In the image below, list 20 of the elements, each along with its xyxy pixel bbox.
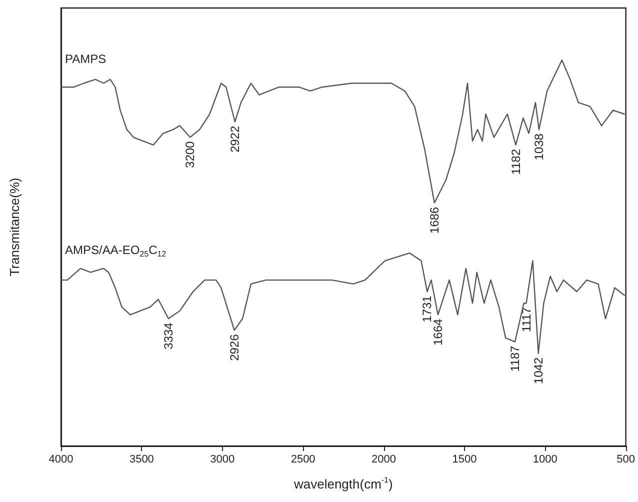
annotation: 1187 xyxy=(508,345,522,372)
annotation: 1686 xyxy=(427,206,442,234)
x-tick-label: 2000 xyxy=(372,454,396,466)
x-tick-label: 1000 xyxy=(532,454,558,466)
x-tick-label: 2500 xyxy=(290,454,316,466)
x-tick-label: 4000 xyxy=(48,454,74,466)
annotation: 2922 xyxy=(228,126,242,153)
annotation: 3334 xyxy=(161,322,176,350)
annotation: 1117 xyxy=(519,306,534,332)
x-tick-label: 500 xyxy=(616,454,636,466)
annotation: 2926 xyxy=(227,334,242,361)
annotation: 1182 xyxy=(508,148,523,175)
x-tick-label: 3500 xyxy=(129,454,154,466)
x-tick-label: 3000 xyxy=(210,454,235,466)
x-tick-label: 1500 xyxy=(452,454,477,466)
series-label: PAMPS xyxy=(65,52,106,66)
annotation: 3200 xyxy=(183,140,198,168)
y-axis-title: Transmitance(%) xyxy=(7,178,22,276)
annotation: 1042 xyxy=(531,357,546,384)
annotation: 1038 xyxy=(532,133,546,160)
